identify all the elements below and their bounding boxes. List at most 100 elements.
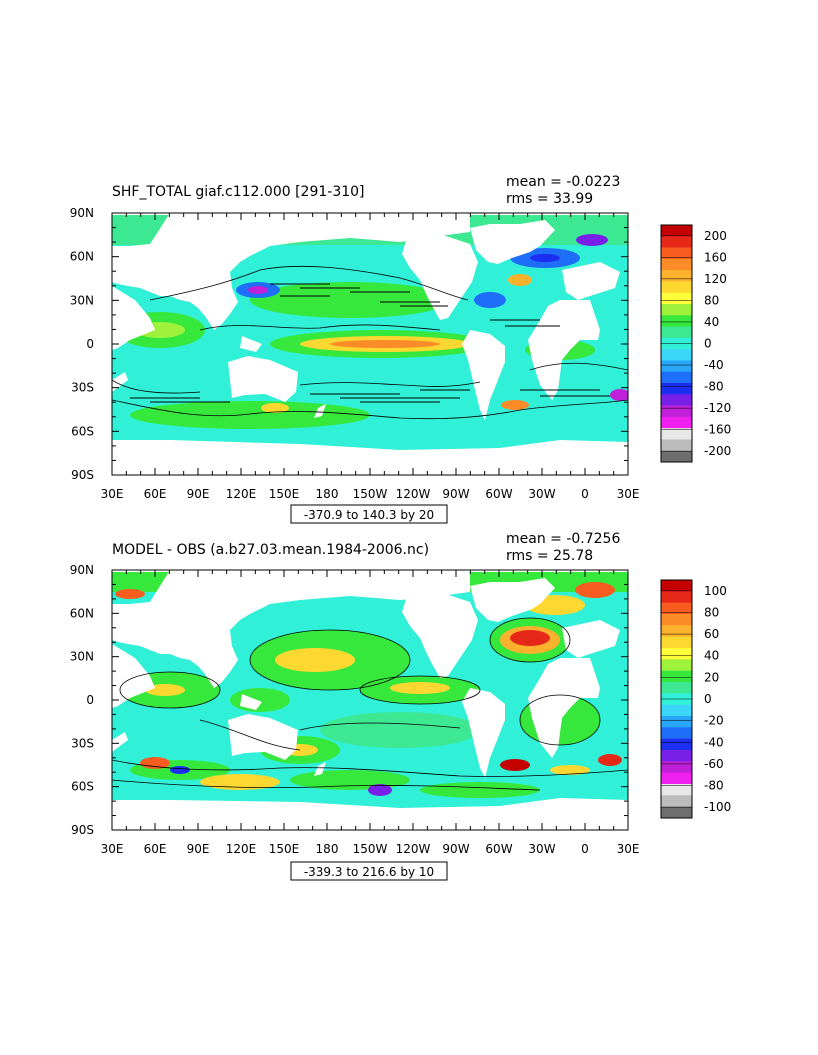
colorbar-label: 20 xyxy=(704,670,719,684)
colorbar-label: -100 xyxy=(704,800,731,814)
y-tick-label: 90N xyxy=(70,563,94,577)
x-tick-label: 120E xyxy=(226,487,257,501)
x-tick-label: 150E xyxy=(269,487,300,501)
colorbar-label: -80 xyxy=(704,779,724,793)
y-tick-label: 0 xyxy=(86,337,94,351)
x-tick-label: 30E xyxy=(617,487,640,501)
x-tick-label: 60W xyxy=(485,842,512,856)
colorbar-swatch xyxy=(661,326,692,339)
stats-mean-2: mean = -0.7256 xyxy=(506,531,620,547)
y-tick-label: 30N xyxy=(70,293,94,307)
colorbar-swatch xyxy=(661,450,692,463)
x-tick-label: 90E xyxy=(187,487,210,501)
x-tick-label: 90E xyxy=(187,842,210,856)
x-tick-label: 30E xyxy=(101,842,124,856)
x-tick-label: 180 xyxy=(316,842,339,856)
colorbar-swatch xyxy=(661,292,692,305)
colorbar-swatch xyxy=(661,738,692,751)
y-tick-label: 0 xyxy=(86,693,94,707)
colorbar-swatch xyxy=(661,648,692,660)
x-tick-label: 90W xyxy=(442,487,469,501)
colorbar-swatch xyxy=(661,704,692,717)
x-tick-label: 60W xyxy=(485,487,512,501)
colorbar-swatch xyxy=(661,394,692,406)
x-tick-label: 0 xyxy=(581,487,589,501)
colorbar-swatch xyxy=(661,625,692,637)
colorbar-label: 200 xyxy=(704,229,727,243)
x-tick-label: 150W xyxy=(353,487,388,501)
contour-info-1: -370.9 to 140.3 by 20 xyxy=(304,508,434,522)
y-tick-label: 60N xyxy=(70,606,94,620)
colorbar-swatch xyxy=(661,405,692,418)
y-tick-label: 30S xyxy=(71,381,94,395)
colorbar-swatch xyxy=(661,591,692,603)
colorbar-label: 60 xyxy=(704,627,719,641)
stats-rms-2: rms = 25.78 xyxy=(506,548,593,564)
colorbar-swatch xyxy=(661,270,692,282)
colorbar-label: -20 xyxy=(704,714,724,728)
colorbar-label: -40 xyxy=(704,358,724,372)
colorbar-swatch xyxy=(661,750,692,762)
x-tick-label: 120E xyxy=(226,842,257,856)
y-tick-label: 90S xyxy=(71,823,94,837)
colorbar-swatch xyxy=(661,416,692,429)
colorbar-swatch xyxy=(661,360,692,373)
x-tick-label: 30E xyxy=(617,842,640,856)
x-tick-label: 30W xyxy=(528,487,555,501)
colorbar-swatch xyxy=(661,247,692,260)
colorbar-label: 0 xyxy=(704,337,712,351)
colorbar-swatch xyxy=(661,784,692,796)
x-tick-label: 120W xyxy=(396,487,431,501)
colorbar-label: -60 xyxy=(704,757,724,771)
colorbar-swatch xyxy=(661,716,692,728)
colorbar-swatch xyxy=(661,602,692,615)
chart-title-1: SHF_TOTAL giaf.c112.000 [291-310] xyxy=(112,184,365,200)
colorbar-label: -40 xyxy=(704,735,724,749)
colorbar-swatch xyxy=(661,236,692,248)
stats-rms-1: rms = 33.99 xyxy=(506,191,593,207)
x-tick-label: 180 xyxy=(316,487,339,501)
colorbar-swatch xyxy=(661,806,692,819)
x-tick-label: 30E xyxy=(101,487,124,501)
colorbar-label: 40 xyxy=(704,315,719,329)
y-tick-label: 30S xyxy=(71,736,94,750)
x-tick-label: 30W xyxy=(528,842,555,856)
x-tick-label: 150W xyxy=(353,842,388,856)
contour-info-2: -339.3 to 216.6 by 10 xyxy=(304,865,434,879)
y-tick-label: 30N xyxy=(70,650,94,664)
chart-title-2: MODEL - OBS (a.b27.03.mean.1984-2006.nc) xyxy=(112,542,429,558)
colorbar-label: 80 xyxy=(704,605,719,619)
colorbar-swatch xyxy=(661,727,692,739)
colorbar-label: -120 xyxy=(704,401,731,415)
colorbar-swatch xyxy=(661,281,692,294)
x-tick-label: 120W xyxy=(396,842,431,856)
panel-1: 30E 60E 90E 120E 150E 180 150W 120W 90W 60W 30W 0 30… xyxy=(70,174,731,524)
colorbar-swatch xyxy=(661,795,692,807)
y-tick-label: 90N xyxy=(70,206,94,220)
colorbar-swatch xyxy=(661,371,692,384)
y-tick-label: 60N xyxy=(70,250,94,264)
x-tick-label: 150E xyxy=(269,842,300,856)
colorbar-swatch xyxy=(661,670,692,683)
x-tick-label: 90W xyxy=(442,842,469,856)
colorbar-label: 0 xyxy=(704,692,712,706)
colorbar-swatch xyxy=(661,349,692,361)
colorbar-label: -80 xyxy=(704,380,724,394)
colorbar-swatch xyxy=(661,428,692,440)
colorbar-swatch xyxy=(661,315,692,327)
colorbar-label: 120 xyxy=(704,272,727,286)
colorbar-swatch xyxy=(661,304,692,316)
colorbar-label: 160 xyxy=(704,250,727,264)
contour-info-box-2 xyxy=(290,861,448,881)
colorbar-swatch xyxy=(661,682,692,694)
colorbar-swatch xyxy=(661,383,692,395)
colorbar-label: 80 xyxy=(704,293,719,307)
y-tick-label: 90S xyxy=(71,468,94,482)
x-tick-label: 60E xyxy=(144,842,167,856)
colorbar-swatch xyxy=(661,772,692,785)
map-1 xyxy=(112,213,628,475)
x-tick-label: 60E xyxy=(144,487,167,501)
colorbar-2: 100 80 60 40 20 0 -20 -40 -60 -80 -100 xyxy=(660,579,731,819)
colorbar-label: 40 xyxy=(704,649,719,663)
